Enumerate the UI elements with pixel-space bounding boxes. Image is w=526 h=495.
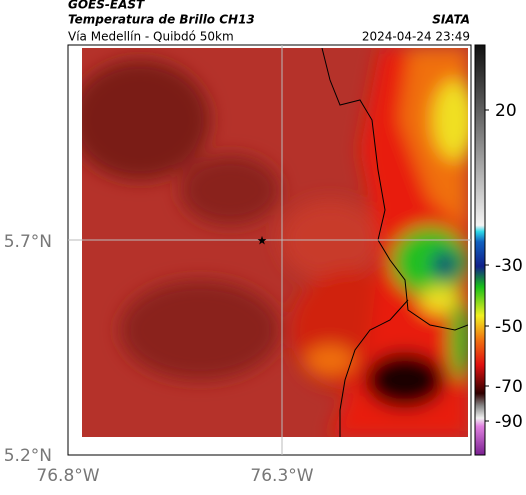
x-label: 76.8°W	[36, 466, 99, 486]
y-label: 5.2°N	[4, 446, 52, 466]
x-label: 76.3°W	[250, 466, 313, 486]
satellite-image	[82, 48, 468, 437]
brand: SIATA	[432, 13, 470, 27]
location-marker: ★	[257, 234, 268, 248]
source: GOES-EAST	[68, 0, 145, 12]
colorbar-tick-label: -30	[495, 256, 523, 276]
colorbar-ticks: 20 -30 -50 -70 -90	[485, 101, 523, 432]
colorbar	[474, 44, 486, 456]
datetime: 2024-04-24 23:49	[362, 30, 470, 44]
subtitle: Vía Medellín - Quibdó 50km	[68, 30, 234, 44]
colorbar-tick-label: -50	[495, 317, 523, 337]
title: Temperatura de Brillo CH13	[68, 13, 255, 27]
colorbar-tick-label: -90	[495, 412, 523, 432]
colorbar-tick-label: 20	[495, 101, 517, 121]
y-label: 5.7°N	[4, 232, 52, 252]
colorbar-tick-label: -70	[495, 377, 523, 397]
